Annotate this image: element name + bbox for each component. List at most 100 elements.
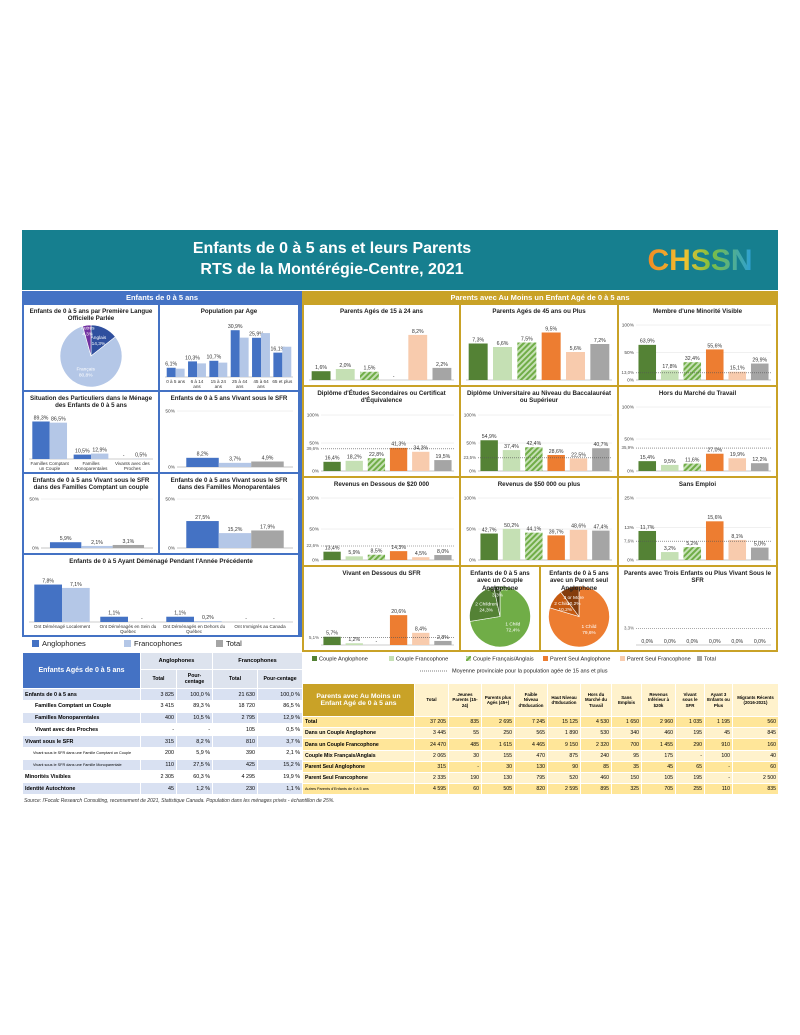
x-tick-label: 0 à 5 ans	[166, 378, 186, 384]
table-cell: Autres Parents d'Enfants de 0 à 5 ans	[302, 782, 415, 796]
bar	[367, 554, 386, 560]
chart-title: Enfants de 0 à 5 ans par Première Langue…	[29, 308, 153, 323]
slice-label: 24,3%	[479, 607, 493, 613]
table-cell: 0,5 %	[257, 723, 304, 737]
table-cell: 45	[641, 760, 676, 773]
table-cell: 86,5 %	[257, 700, 304, 713]
table-cell: Total	[302, 716, 415, 729]
table-cell: 27,5 %	[175, 758, 214, 772]
bar	[517, 342, 537, 380]
table-cell: 4 465	[514, 738, 548, 751]
table-cell: 200	[140, 746, 177, 760]
bar	[750, 463, 769, 471]
y-tick-label: 0%	[627, 377, 635, 383]
bar	[525, 532, 543, 560]
table-cell: 2,1 %	[257, 746, 304, 760]
bar	[335, 369, 355, 380]
bar	[660, 552, 679, 560]
table-header-row: Total Pour-centage Total Pour-centage	[23, 669, 304, 690]
bar	[389, 447, 408, 471]
bar	[566, 352, 585, 380]
table-row: Total 37 205 835 2 695 7 245 15 125 4 530 1 650…	[302, 716, 779, 729]
y-tick-label: 100%	[622, 322, 635, 328]
table-row: Couple Mix Français/Anglais 2 065 30 155 470…	[302, 749, 779, 762]
chart-title: Diplôme d'Études Secondaires ou Certific…	[317, 390, 446, 405]
average-label: 3,3%	[624, 626, 634, 631]
value-label: 7,2%	[594, 338, 606, 344]
slice-label: 10,2%	[567, 601, 581, 607]
bar	[638, 461, 657, 471]
table-cell: 835	[448, 716, 482, 729]
value-label: 0,0%	[731, 639, 743, 645]
bar	[230, 330, 240, 377]
x-tick-label: Vivants avec des Proches	[114, 460, 150, 471]
table-cell: Dans un Couple Francophone	[302, 738, 415, 751]
slice-category: 3 or More	[563, 595, 584, 601]
value-label: 7,3%	[472, 337, 484, 343]
table-cell: 485	[448, 738, 482, 751]
average-label: 23,5%	[464, 455, 477, 460]
y-tick-label: 50%	[624, 350, 634, 356]
y-tick-label: 0%	[627, 468, 635, 474]
bar	[194, 621, 222, 622]
legend-swatch	[312, 656, 317, 661]
bar	[683, 547, 702, 560]
chart-title: Hors du Marché du Travail	[658, 390, 737, 397]
bar	[34, 584, 62, 622]
bar	[569, 458, 588, 471]
pie-slice	[560, 585, 580, 618]
bar	[590, 344, 610, 380]
table-cell: 155	[481, 749, 515, 762]
legend-label: Total	[226, 639, 242, 648]
value-label: 29,9%	[752, 357, 767, 363]
table-cell: -	[140, 723, 177, 737]
slice-category: 1 Child	[505, 622, 520, 628]
value-label: 54,9%	[482, 434, 497, 440]
value-label: -	[141, 616, 143, 622]
x-tick-label: Ont Immigrés au Canada	[234, 623, 286, 629]
table-cell: Couple Mix Français/Anglais	[302, 749, 415, 762]
bar	[49, 542, 82, 548]
table-cell: 325	[611, 782, 642, 796]
slice-category: 2 Children	[554, 601, 576, 607]
table-cell: 8,2 %	[175, 735, 214, 748]
slice-label: 10,2%	[558, 607, 572, 613]
table-cell: 195	[675, 727, 705, 740]
bar	[705, 349, 724, 380]
bar	[569, 529, 588, 560]
page-subtitle: RTS de la Montérégie-Centre, 2021	[200, 261, 464, 278]
table-cell: 425	[212, 758, 259, 772]
x-tick-label: Familles Monoparentales	[74, 460, 108, 471]
table-row: Minorités Visibles 2 305 60,3 % 4 295 19,9 %	[22, 770, 304, 784]
value-label: 9,5%	[545, 326, 557, 332]
table-cell: 60	[448, 782, 482, 796]
group-header: Anglophones	[139, 651, 214, 671]
value-label: 7,1%	[70, 582, 82, 588]
bar	[218, 533, 252, 548]
y-tick-label: 0%	[312, 557, 320, 563]
table-cell: 105	[212, 723, 259, 737]
table-cell: Vivant sous le SFR dans une Famille Mono…	[22, 758, 141, 772]
table-row: Parent Seul Francophone 2 335 190 130 795 520…	[302, 771, 779, 784]
x-tick-label: 25 à 44 ans	[232, 378, 248, 389]
value-label: 16,1%	[270, 346, 285, 352]
value-label: -	[273, 616, 275, 622]
chart-title: Enfants de 0 à 5 ans Vivant sous le SFR …	[32, 477, 150, 492]
bar	[311, 371, 331, 380]
table-cell: -	[704, 771, 733, 784]
sub-header: Pour-centage	[257, 669, 304, 690]
value-label: 22,5%	[571, 452, 586, 458]
bar	[547, 535, 565, 560]
x-tick-label: Ont Déménagés en Sein du Québec	[99, 623, 157, 634]
value-label: 48,6%	[571, 524, 586, 530]
table-cell: Parent Seul Francophone	[302, 771, 415, 784]
value-label: 6,6%	[497, 341, 509, 347]
table-cell: Familles Comptant un Couple	[22, 700, 141, 713]
bar	[261, 333, 270, 377]
table-cell: 400	[140, 711, 177, 725]
slice-category: 3 or More	[487, 586, 508, 592]
value-label: 3,1%	[122, 539, 134, 545]
y-tick-label: 50%	[466, 440, 476, 446]
table-cell: 2 065	[414, 749, 449, 762]
value-label: 25,9%	[249, 332, 264, 338]
